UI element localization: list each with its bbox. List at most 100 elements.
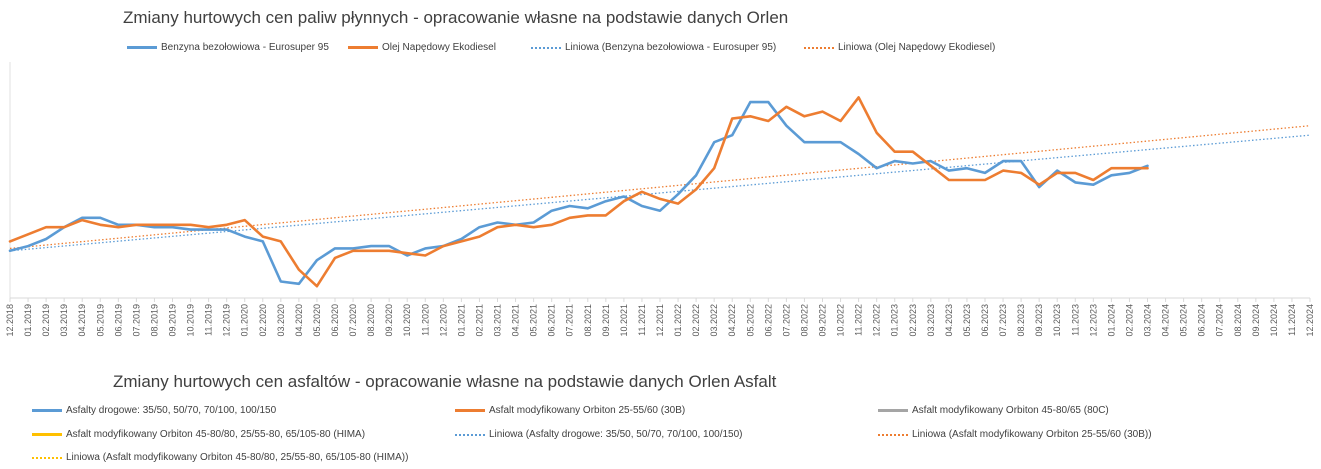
x-tick-label: 10.2023 [1052, 304, 1062, 337]
legend-item-diesel-trend: Liniowa (Olej Napędowy Ekodiesel) [804, 42, 995, 53]
x-tick-label: 02.2022 [691, 304, 701, 337]
legend-item-orbiton-30b-trend: Liniowa (Asfalt modyfikowany Orbiton 25-… [878, 429, 1152, 440]
legend-swatch [32, 433, 62, 436]
chart-title-fuel: Zmiany hurtowych cen paliw płynnych - op… [123, 8, 789, 27]
x-tick-label: 03.2019 [59, 304, 69, 337]
x-tick-label: 01.2021 [456, 304, 466, 337]
legend-swatch [878, 433, 908, 436]
x-tick-label: 10.2020 [402, 304, 412, 337]
x-tick-label: 02.2020 [258, 304, 268, 337]
x-tick-label: 06.2020 [330, 304, 340, 337]
x-tick-label: 09.2020 [384, 304, 394, 337]
x-tick-label: 09.2023 [1034, 304, 1044, 337]
x-tick-label: 02.2021 [474, 304, 484, 337]
x-tick-label: 11.2020 [420, 304, 430, 336]
x-tick-label: 08.2023 [1016, 304, 1026, 337]
trend-line [9, 125, 1311, 250]
x-tick-label: 03.2021 [493, 304, 503, 337]
x-tick-label: 03.2020 [276, 304, 286, 337]
x-tick-label: 09.2021 [601, 304, 611, 337]
x-tick-label: 04.2023 [944, 304, 954, 337]
legend-label: Asfalty drogowe: 35/50, 50/70, 70/100, 1… [66, 405, 277, 416]
legend-item-petrol: Benzyna bezołowiowa - Eurosuper 95 [127, 42, 329, 53]
legend-label: Liniowa (Asfalt modyfikowany Orbiton 25-… [912, 429, 1152, 440]
x-tick-label: 12.2019 [222, 304, 232, 337]
legend-label: Liniowa (Benzyna bezołowiowa - Eurosuper… [565, 42, 777, 53]
x-tick-label: 09.2024 [1251, 304, 1261, 337]
x-tick-label: 02.2019 [41, 304, 51, 337]
x-tick-label: 03.2022 [709, 304, 719, 337]
x-tick-label: 04.2022 [727, 304, 737, 337]
x-tick-label: 01.2024 [1106, 304, 1116, 337]
x-tick-label: 12.2018 [5, 304, 15, 337]
x-tick-label: 06.2023 [980, 304, 990, 337]
x-tick-label: 04.2021 [511, 304, 521, 337]
x-tick-label: 07.2024 [1215, 304, 1225, 337]
x-tick-label: 01.2020 [240, 304, 250, 337]
x-tick-label: 03.2023 [926, 304, 936, 337]
x-tick-label: 07.2022 [781, 304, 791, 337]
x-tick-label: 08.2024 [1233, 304, 1243, 337]
legend-label: Asfalt modyfikowany Orbiton 45-80/65 (80… [912, 405, 1109, 416]
legend-label: Liniowa (Asfalt modyfikowany Orbiton 45-… [66, 452, 409, 463]
x-tick-label: 06.2024 [1197, 304, 1207, 337]
x-tick-label: 05.2021 [529, 304, 539, 337]
x-tick-label: 09.2019 [168, 304, 178, 337]
x-tick-label: 07.2023 [998, 304, 1008, 337]
legend-swatch [878, 409, 908, 412]
x-tick-label: 11.2019 [204, 304, 214, 336]
x-tick-label: 01.2022 [673, 304, 683, 337]
x-tick-label: 10.2021 [619, 304, 629, 337]
series-line-petrol [8, 100, 1149, 286]
x-tick-label: 11.2021 [637, 304, 647, 336]
x-tick-label: 07.2020 [348, 304, 358, 337]
x-tick-label: 05.2020 [312, 304, 322, 337]
x-tick-label: 01.2023 [890, 304, 900, 337]
legend-label: Liniowa (Olej Napędowy Ekodiesel) [838, 42, 996, 53]
x-tick-label: 06.2022 [763, 304, 773, 337]
legend-item-road-asphalt-trend: Liniowa (Asfalty drogowe: 35/50, 50/70, … [455, 429, 743, 440]
x-tick-label: 10.2019 [186, 304, 196, 337]
legend-item-orbiton-hima: Asfalt modyfikowany Orbiton 45-80/80, 25… [32, 429, 365, 440]
legend-swatch [127, 46, 157, 49]
x-tick-label: 02.2024 [1124, 304, 1134, 337]
x-tick-label: 08.2019 [149, 304, 159, 337]
x-tick-label: 05.2023 [962, 304, 972, 337]
x-tick-label: 06.2019 [113, 304, 123, 337]
x-tick-label: 11.2024 [1287, 304, 1297, 336]
x-tick-label: 12.2024 [1305, 304, 1315, 337]
x-tick-label: 11.2023 [1070, 304, 1080, 336]
legend-item-petrol-trend: Liniowa (Benzyna bezołowiowa - Eurosuper… [531, 42, 776, 53]
legend-swatch [455, 409, 485, 412]
x-tick-label: 08.2020 [366, 304, 376, 337]
legend-swatch [32, 409, 62, 412]
x-tick-label: 07.2021 [565, 304, 575, 337]
legend-item-road-asphalt: Asfalty drogowe: 35/50, 50/70, 70/100, 1… [32, 405, 276, 416]
x-tick-label: 01.2019 [23, 304, 33, 337]
legend-label: Olej Napędowy Ekodiesel [382, 42, 496, 53]
legend-swatch [455, 433, 485, 436]
x-tick-label: 05.2022 [745, 304, 755, 337]
series-line-diesel [8, 96, 1149, 288]
x-tick-label: 03.2024 [1143, 304, 1153, 337]
x-tick-label: 11.2022 [854, 304, 864, 336]
legend-label: Asfalt modyfikowany Orbiton 45-80/80, 25… [66, 429, 366, 440]
legend-label: Asfalt modyfikowany Orbiton 25-55/60 (30… [489, 405, 686, 416]
legend-item-orbiton-30b: Asfalt modyfikowany Orbiton 25-55/60 (30… [455, 405, 685, 416]
x-tick-label: 05.2024 [1179, 304, 1189, 337]
x-tick-label: 04.2024 [1161, 304, 1171, 337]
x-tick-label: 08.2022 [799, 304, 809, 337]
x-tick-label: 02.2023 [908, 304, 918, 337]
legend-label: Benzyna bezołowiowa - Eurosuper 95 [161, 42, 329, 53]
x-tick-label: 12.2021 [655, 304, 665, 337]
x-tick-label: 09.2022 [818, 304, 828, 337]
x-tick-label: 07.2019 [131, 304, 141, 337]
x-tick-label: 10.2024 [1269, 304, 1279, 337]
legend-swatch [531, 46, 561, 49]
x-tick-label: 04.2019 [77, 304, 87, 337]
legend-swatch [32, 456, 62, 459]
legend-swatch [804, 46, 834, 49]
x-tick-label: 12.2023 [1088, 304, 1098, 337]
legend-swatch [348, 46, 378, 49]
